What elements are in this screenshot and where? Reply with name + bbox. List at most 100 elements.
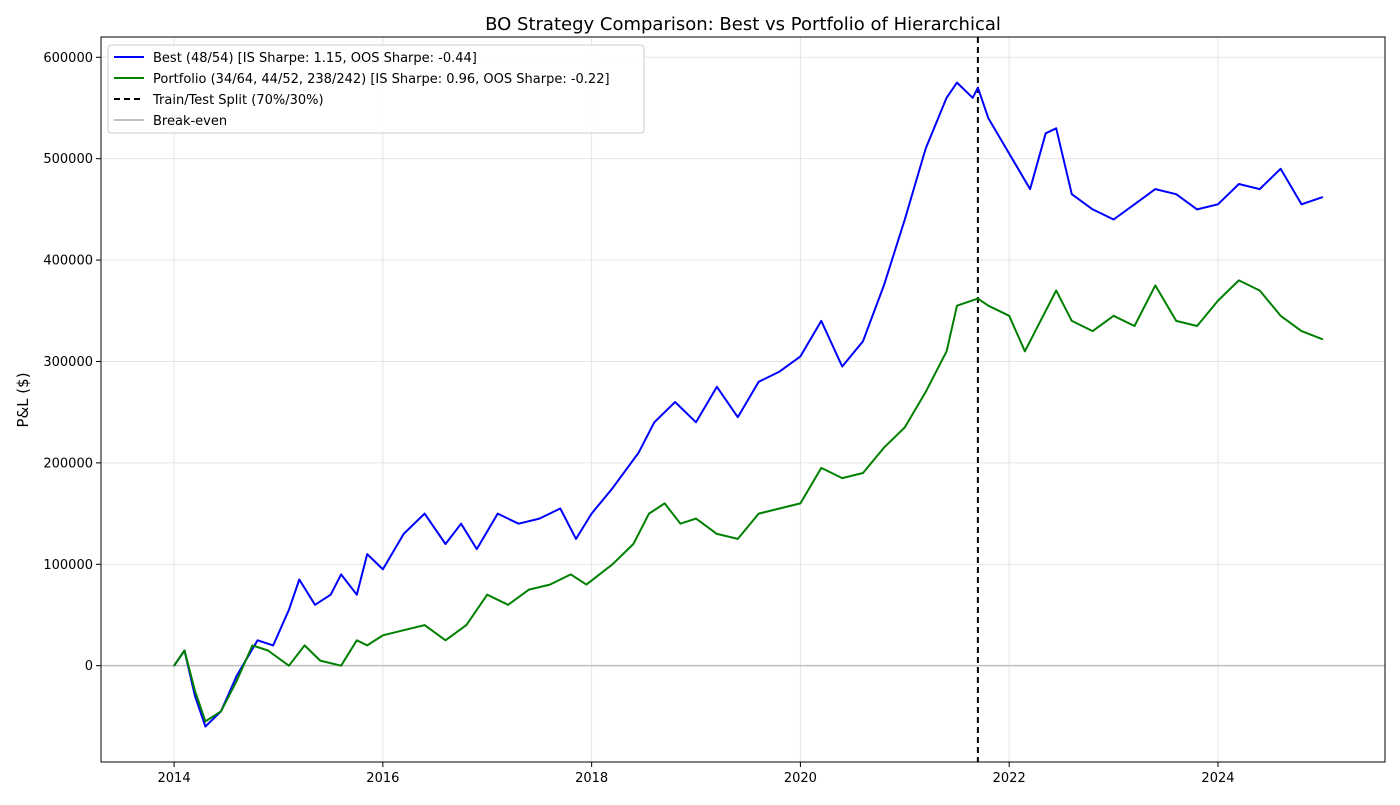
data-point: [977, 86, 979, 89]
y-tick-label: 200000: [43, 456, 93, 471]
data-point: [183, 649, 186, 652]
data-point: [1133, 325, 1136, 327]
data-point: [204, 725, 207, 728]
data-point: [496, 512, 499, 515]
data-point: [987, 304, 990, 307]
data-point: [653, 421, 656, 424]
y-tick-label: 500000: [43, 152, 93, 167]
chart-title: BO Strategy Comparison: Best vs Portfoli…: [485, 14, 1001, 35]
data-point: [977, 297, 979, 300]
data-point: [778, 507, 781, 510]
data-point: [356, 639, 358, 642]
data-point: [340, 664, 342, 667]
x-tick-label: 2022: [993, 771, 1026, 786]
data-point: [956, 304, 958, 307]
data-point: [476, 548, 478, 550]
data-point: [382, 568, 384, 571]
data-point: [1300, 203, 1303, 206]
data-point: [1175, 193, 1177, 195]
data-point: [757, 381, 760, 383]
data-point: [820, 467, 823, 469]
data-point: [1258, 188, 1261, 190]
data-point: [1238, 279, 1240, 282]
data-point: [486, 593, 489, 596]
data-point: [220, 710, 222, 713]
plot-frame: [100, 36, 1386, 763]
data-point: [945, 97, 948, 99]
y-tick-label: 100000: [43, 558, 93, 573]
data-point: [971, 97, 974, 99]
data-point: [1055, 289, 1057, 292]
data-point: [799, 502, 802, 505]
data-point: [465, 624, 468, 626]
data-point: [1196, 208, 1198, 211]
data-point: [820, 320, 823, 322]
series-layer: [173, 81, 1324, 728]
data-point: [1112, 218, 1115, 221]
data-point: [1279, 315, 1282, 317]
data-point: [862, 472, 864, 474]
data-point: [674, 401, 676, 403]
legend-label-best: Best (48/54) [IS Sharpe: 1.15, OOS Sharp…: [153, 51, 477, 66]
data-point: [841, 365, 843, 368]
legend-box: [107, 44, 645, 134]
reference-lines: [101, 37, 1385, 762]
legend-label-split: Train/Test Split (70%/30%): [152, 93, 324, 108]
data-point: [883, 284, 885, 287]
data-point: [737, 538, 739, 540]
data-point: [444, 639, 447, 642]
data-point: [611, 487, 614, 490]
data-point: [737, 416, 739, 419]
data-point: [319, 659, 322, 662]
data-point: [1154, 188, 1157, 190]
data-point: [340, 573, 342, 576]
data-point: [528, 588, 530, 591]
data-point: [757, 512, 760, 515]
y-tick-label: 0: [85, 659, 93, 674]
data-point: [460, 522, 462, 525]
data-point: [663, 502, 666, 505]
data-point: [251, 644, 254, 647]
data-point: [1321, 196, 1324, 198]
data-point: [272, 644, 275, 647]
data-point: [695, 517, 697, 520]
data-point: [679, 522, 682, 525]
data-point: [549, 583, 551, 586]
data-point: [1044, 132, 1047, 135]
data-point: [695, 421, 697, 424]
data-point: [1217, 203, 1219, 206]
x-tick-label: 2014: [158, 771, 191, 786]
data-point: [716, 533, 718, 535]
data-point: [637, 451, 640, 454]
data-point: [987, 117, 990, 119]
data-point: [570, 573, 572, 576]
data-point: [235, 675, 238, 677]
data-point: [267, 649, 269, 652]
data-point: [1196, 325, 1198, 327]
data-point: [444, 543, 447, 545]
data-point: [611, 563, 614, 566]
data-point: [716, 386, 718, 388]
data-point: [1029, 188, 1031, 190]
data-point: [402, 629, 405, 631]
y-axis-label: P&L ($): [14, 372, 32, 427]
data-point: [883, 446, 885, 449]
data-point: [945, 350, 948, 353]
data-point: [778, 370, 781, 373]
data-point: [559, 507, 562, 510]
data-point: [329, 593, 332, 596]
data-point: [538, 517, 541, 520]
data-point: [204, 720, 207, 723]
data-point: [924, 391, 927, 393]
data-point: [356, 593, 358, 596]
data-point: [585, 583, 588, 586]
data-point: [956, 81, 958, 84]
data-point: [1008, 152, 1010, 155]
x-tick-label: 2024: [1201, 771, 1234, 786]
data-point: [1039, 320, 1042, 322]
data-point: [1133, 203, 1136, 206]
data-point: [1321, 338, 1324, 341]
data-point: [173, 664, 175, 667]
